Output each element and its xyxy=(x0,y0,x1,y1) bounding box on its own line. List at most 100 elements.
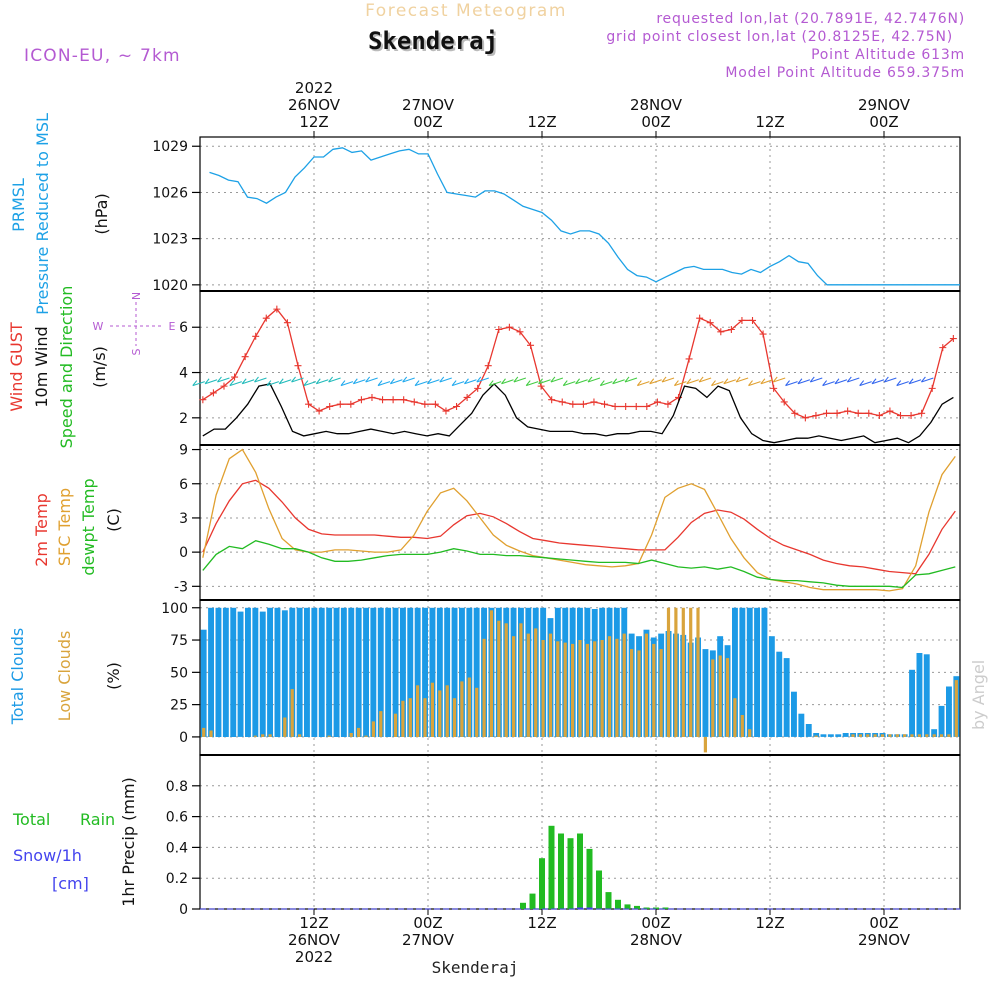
total-clouds-bar xyxy=(237,611,244,737)
total-clouds-bar xyxy=(946,686,952,737)
wind-direction-arrow xyxy=(920,376,934,383)
low-clouds-bar xyxy=(888,734,892,737)
low-clouds-bar xyxy=(659,649,663,737)
total-clouds-bar xyxy=(200,629,207,737)
wind-gust-point xyxy=(886,407,894,415)
wind-gust-point xyxy=(262,314,270,322)
low-clouds-bar xyxy=(467,677,471,737)
time-label-top: 12Z xyxy=(755,113,784,131)
precip-labels: Total Rain Snow/1h [cm] 1hr Precip (mm) xyxy=(12,777,138,907)
low-clouds-bar xyxy=(209,730,213,737)
wind-direction-arrow xyxy=(464,378,477,385)
wind-gust-point xyxy=(643,403,651,410)
total-clouds-bar xyxy=(916,653,923,737)
time-label-bottom: 00Z xyxy=(413,914,442,932)
wind-direction-arrow xyxy=(389,378,403,385)
temp-frame xyxy=(199,444,961,601)
rain-bar xyxy=(529,893,536,909)
total-clouds-bar xyxy=(348,607,355,737)
wind-direction-arrow xyxy=(303,380,317,387)
wind-direction-arrow xyxy=(266,380,280,387)
low-clouds-bar xyxy=(858,734,862,737)
wind-gust-point xyxy=(632,403,640,410)
wind-direction-arrow xyxy=(488,380,502,387)
wind-direction-arrow xyxy=(377,380,391,387)
total-clouds-bar xyxy=(385,607,392,737)
chart-title: Skenderaj xyxy=(370,29,500,57)
low-clouds-bar xyxy=(475,687,479,737)
low-clouds-bar xyxy=(880,734,885,737)
low-clouds-bar xyxy=(607,636,612,737)
total-clouds-bar xyxy=(296,607,303,737)
low-clouds-bar xyxy=(615,638,619,737)
low-clouds-bar xyxy=(253,735,257,737)
time-label-bottom: 2022 xyxy=(295,948,333,966)
wind-direction-arrow xyxy=(785,380,798,387)
wind-gust-point xyxy=(727,326,735,333)
wind-gust-point xyxy=(442,407,450,415)
low-clouds-bar xyxy=(711,659,715,737)
time-label-top: 12Z xyxy=(527,113,556,131)
low-clouds-bar xyxy=(401,700,405,737)
rain-bar xyxy=(548,825,555,909)
temp-tick-label: 6 xyxy=(179,477,188,493)
low-clouds-bar xyxy=(548,633,553,737)
rain-bar xyxy=(558,833,564,909)
total-clouds-bar xyxy=(805,724,812,737)
wind-gust-point xyxy=(611,403,619,410)
wind-direction-arrow xyxy=(365,376,378,383)
total-clouds-bar xyxy=(230,607,237,737)
low-clouds-bar xyxy=(563,642,567,737)
precip-tick-label: 0.2 xyxy=(166,871,188,887)
cloud-labels: Total Clouds Low Clouds (%) xyxy=(8,628,123,726)
wind-gust-point xyxy=(854,409,862,417)
total-clouds-bar xyxy=(761,607,768,737)
wind-direction-arrow xyxy=(686,378,699,385)
total-clouds-bar xyxy=(931,729,938,737)
time-label-bottom: 26NOV xyxy=(288,931,341,949)
wind-direction-arrow xyxy=(513,376,527,383)
wind-direction-arrow xyxy=(501,378,514,385)
wind-direction-arrow xyxy=(735,376,749,383)
low-clouds-bar xyxy=(674,607,678,737)
wind-gust-point xyxy=(474,384,482,392)
wind-gust-point xyxy=(421,400,429,408)
low-clouds-bar xyxy=(873,734,877,737)
prmsl-label: PRMSL xyxy=(9,178,28,232)
wind-direction-arrow xyxy=(896,380,909,387)
low-clouds-bar xyxy=(438,690,442,737)
low-clouds-bar xyxy=(430,682,434,737)
wind-gust-label: Wind GUST xyxy=(7,322,26,412)
snow-unit-label: [cm] xyxy=(52,874,89,893)
wind-direction-arrow xyxy=(612,378,625,385)
total-clouds-bar xyxy=(274,607,281,737)
wind-gust-point xyxy=(463,393,471,401)
low-clouds-bar xyxy=(261,734,265,737)
wind-gust-point xyxy=(199,396,207,404)
rain-bar xyxy=(634,905,640,909)
point-altitude: Point Altitude 613m xyxy=(811,47,965,63)
low-clouds-bar xyxy=(851,734,855,737)
total-clouds-bar xyxy=(754,607,760,737)
time-label-top: 27NOV xyxy=(402,96,455,114)
low-clouds-bar xyxy=(393,713,398,737)
rain-bar xyxy=(567,838,574,909)
wind-gust-point xyxy=(548,396,556,404)
low-clouds-bar xyxy=(423,698,427,737)
total-clouds-bar xyxy=(702,649,709,737)
total-clouds-bar xyxy=(429,607,436,737)
wind-gust-point xyxy=(601,400,609,408)
wind-direction-arrow xyxy=(229,380,242,387)
wind-tick-label: 2 xyxy=(179,411,188,427)
total-clouds-bar xyxy=(776,651,783,737)
wind-gust-point xyxy=(505,323,513,331)
low-clouds-bar xyxy=(268,734,272,737)
total-clouds-bar xyxy=(333,607,340,737)
low-clouds-bar xyxy=(696,607,700,737)
rain-bar xyxy=(605,892,612,909)
wind-direction-arrow xyxy=(760,378,774,385)
pressure-tick-label: 1026 xyxy=(152,185,188,201)
wind-gust-point xyxy=(928,384,936,392)
low-clouds-bar xyxy=(290,689,294,737)
compass-rose: N S W E xyxy=(93,292,176,356)
